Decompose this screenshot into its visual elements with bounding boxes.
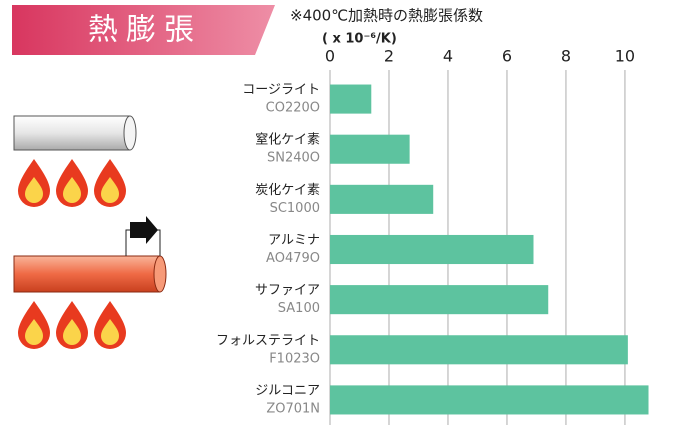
bar: [330, 84, 372, 114]
x-tick-label: 6: [502, 47, 512, 66]
x-tick-label: 10: [615, 47, 635, 66]
bar: [330, 335, 628, 365]
category-code: F1023O: [269, 351, 320, 366]
category-label: コージライト: [242, 83, 320, 98]
category-label: 窒化ケイ素: [255, 132, 320, 148]
category-label: 炭化ケイ素: [255, 183, 320, 198]
unit: ( x 10⁻⁶/K): [322, 32, 397, 47]
bar: [330, 285, 549, 315]
bar: [330, 134, 410, 164]
x-tick-label: 0: [325, 47, 335, 66]
title-banner: [12, 5, 275, 55]
category-label: フォルステライト: [216, 333, 320, 348]
chart-title: 熱膨張: [88, 13, 202, 48]
x-tick-label: 2: [384, 47, 394, 66]
category-code: SN240O: [267, 151, 320, 166]
bar: [330, 234, 534, 265]
category-label: アルミナ: [268, 233, 320, 248]
category-label: ジルコニア: [255, 383, 320, 398]
category-code: AO479O: [266, 251, 320, 266]
bar: [330, 385, 649, 415]
category-code: ZO701N: [266, 401, 320, 416]
category-label: サファイア: [255, 283, 320, 298]
category-code: SC1000: [270, 201, 320, 216]
bar: [330, 184, 434, 214]
x-tick-label: 4: [443, 47, 453, 66]
illustration: [13, 115, 167, 349]
category-code: SA100: [278, 301, 320, 316]
x-tick-label: 8: [561, 47, 571, 66]
subtitle: ※400℃加熱時の熱膨張係数: [290, 7, 483, 25]
category-code: CO220O: [266, 101, 320, 116]
